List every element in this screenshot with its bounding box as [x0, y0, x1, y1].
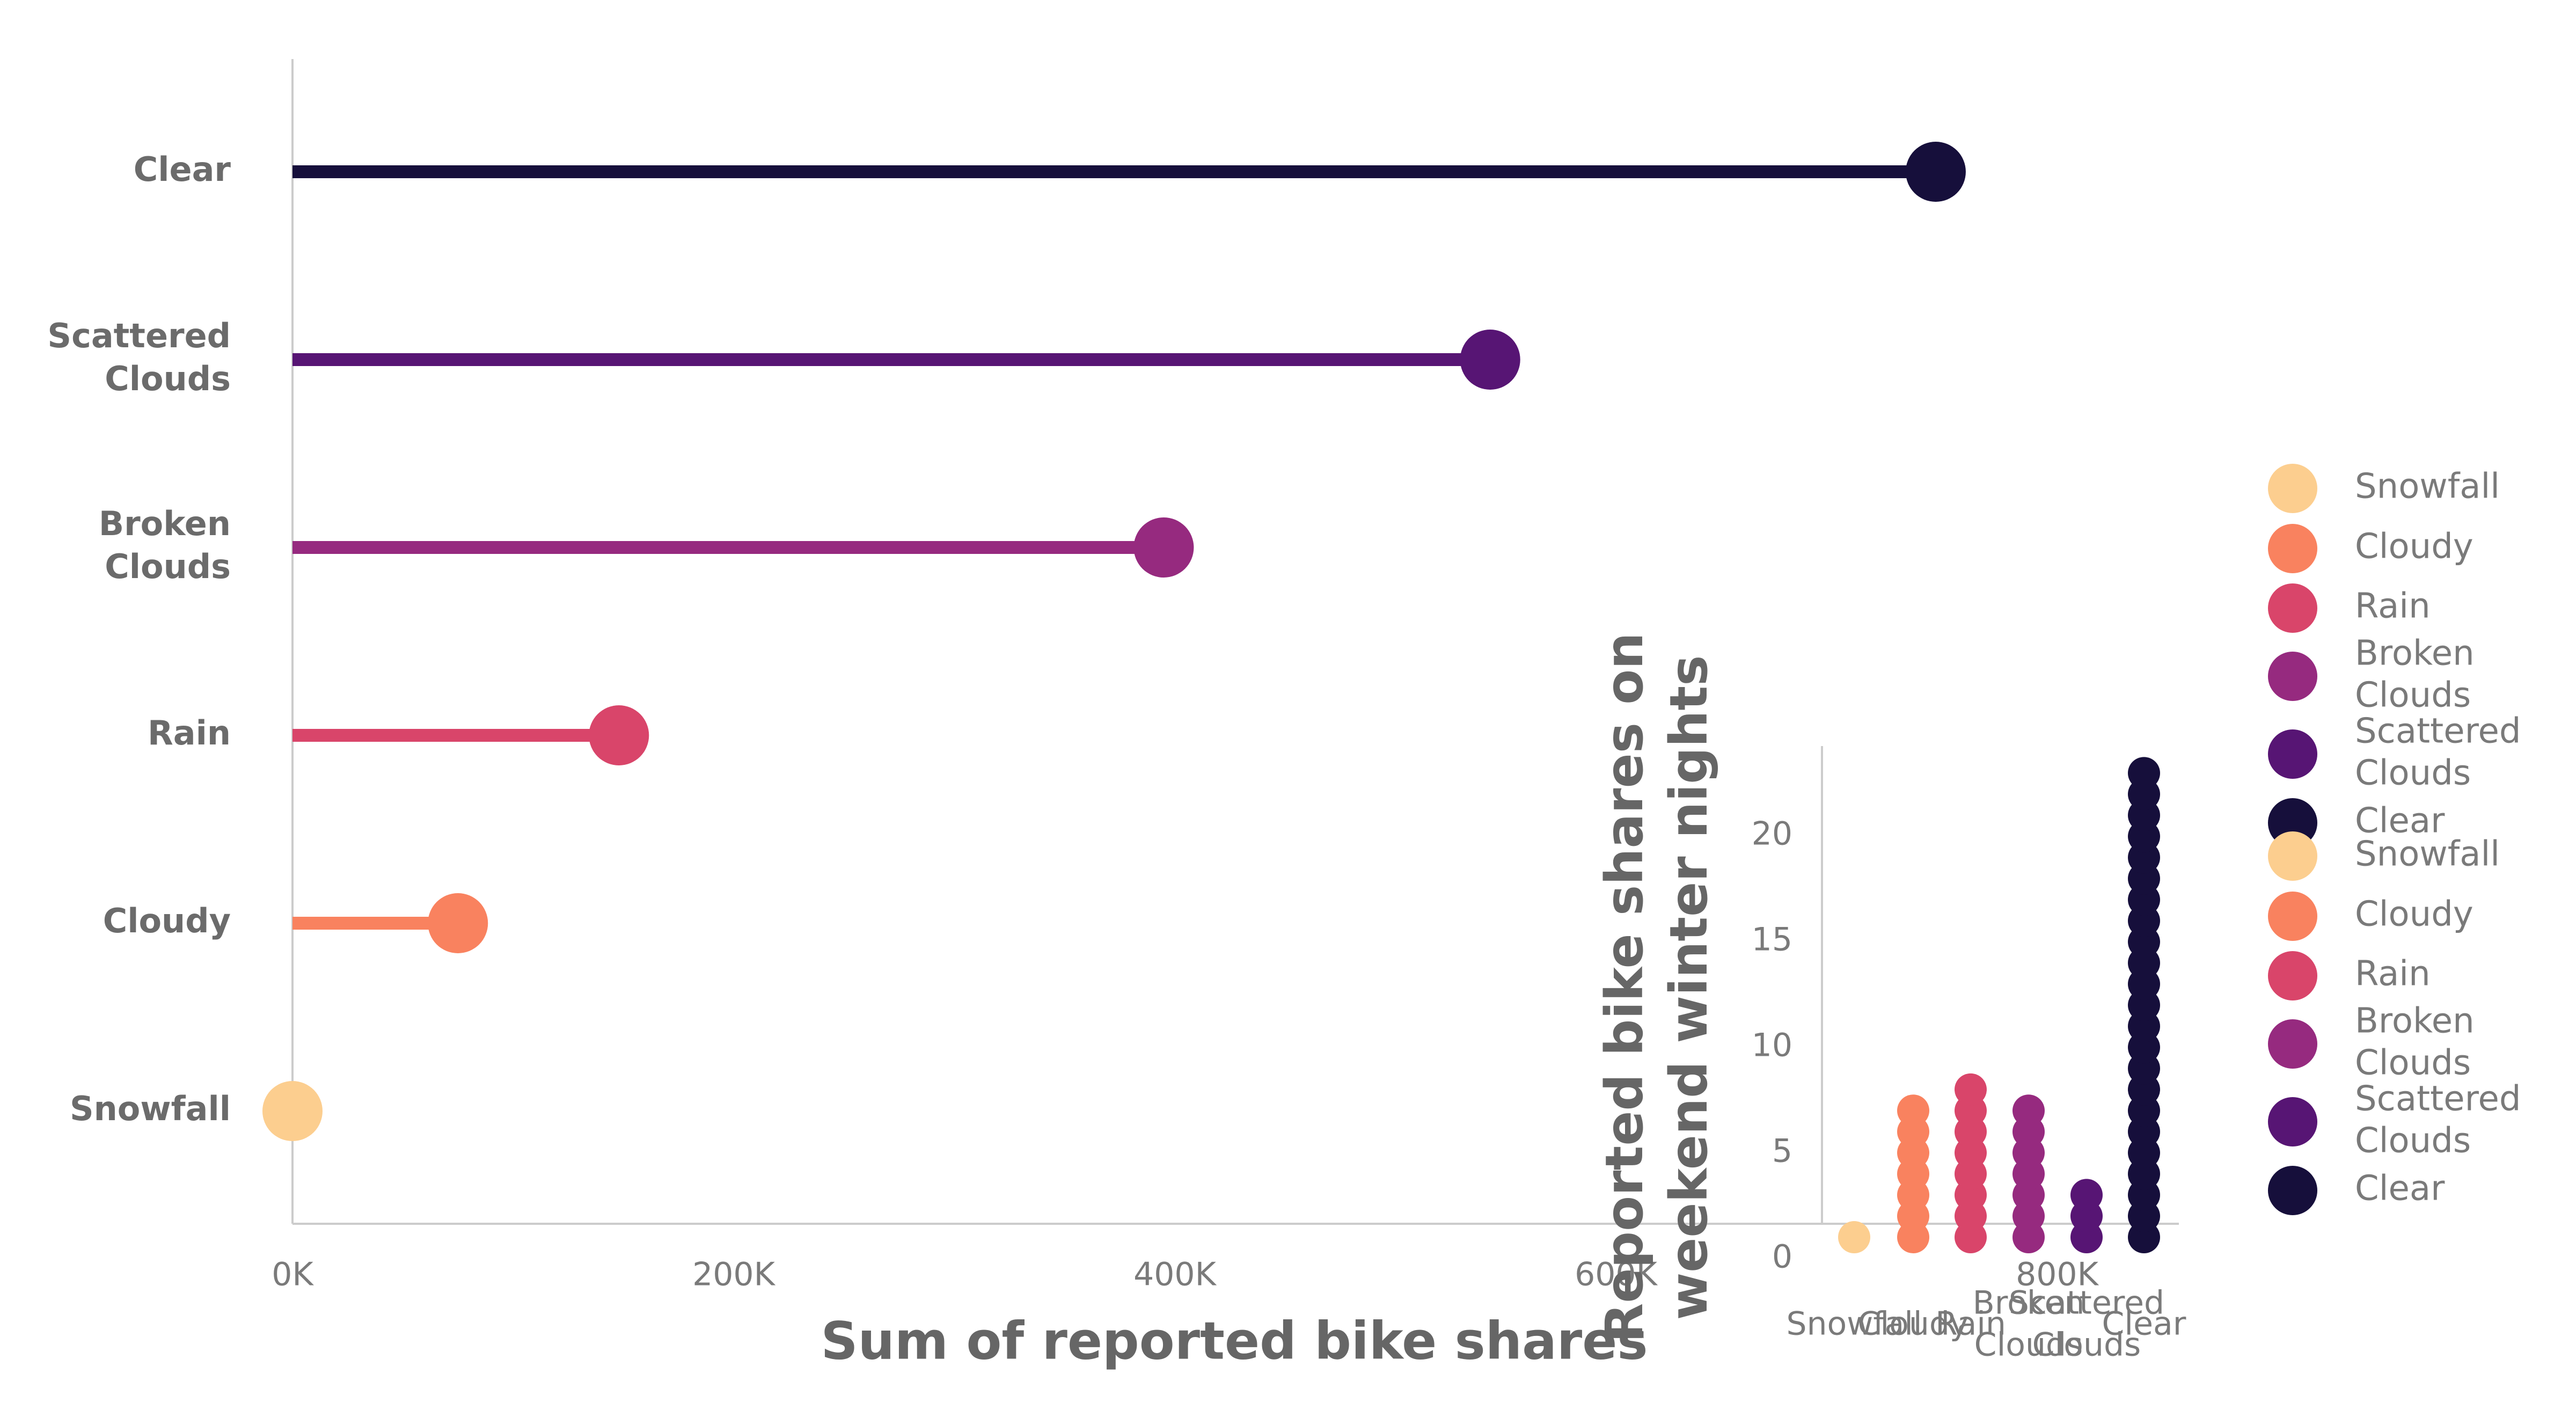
inset-x-tick-label: Cloudy: [1858, 1305, 1969, 1343]
legend-label: Rain: [2355, 587, 2431, 626]
x-tick-label: 200K: [692, 1256, 776, 1294]
inset-y-tick-label: 20: [1752, 815, 1792, 853]
category-label: Scattered Clouds: [47, 316, 231, 398]
category-label: Rain: [148, 713, 231, 753]
lollipop-point: [1905, 142, 1966, 202]
inset-y-tick-label: 15: [1752, 921, 1792, 959]
legend-label: Broken Clouds: [2355, 634, 2475, 715]
inset-dot: [2070, 1179, 2103, 1211]
x-tick-label: 800K: [2016, 1256, 2099, 1294]
legend-swatch: [2268, 1097, 2317, 1146]
lollipop-point: [1460, 330, 1520, 390]
legend-label: Scattered Clouds: [2355, 712, 2521, 793]
inset-y-tick-label: 0: [1772, 1238, 1792, 1276]
legend-swatch: [2268, 892, 2317, 941]
legend-swatch: [2268, 524, 2317, 573]
inset-x-tick-label: Rain: [1935, 1305, 2006, 1343]
lollipop-point: [428, 893, 488, 953]
legend-label: Cloudy: [2355, 527, 2473, 567]
legend-label: Clear: [2355, 801, 2445, 841]
category-label: Broken Clouds: [99, 504, 231, 586]
category-label: Snowfall: [70, 1089, 231, 1128]
inset-dot: [2128, 757, 2160, 790]
inset-dot: [1838, 1221, 1870, 1253]
legend-swatch: [2268, 583, 2317, 633]
inset-x-tick-label: Broken Clouds: [1973, 1284, 2085, 1364]
x-axis-title: Sum of reported bike shares: [821, 1311, 1648, 1371]
category-label: Cloudy: [103, 901, 231, 940]
category-label: Clear: [134, 150, 231, 189]
lollipop-point: [1133, 517, 1194, 578]
inset-dot: [1955, 1073, 1987, 1106]
inset-dot: [1897, 1094, 1929, 1127]
inset-x-tick-label: Clear: [2102, 1305, 2186, 1343]
legend-label: Scattered Clouds: [2355, 1079, 2521, 1161]
inset-y-tick-label: 10: [1752, 1027, 1792, 1064]
x-tick-label: 400K: [1133, 1256, 1217, 1294]
inset-x-tick-label: Scattered Clouds: [2009, 1284, 2164, 1364]
legend-swatch: [2268, 1019, 2317, 1069]
inset-y-tick-label: 5: [1772, 1133, 1792, 1170]
legend-label: Broken Clouds: [2355, 1002, 2475, 1083]
legend-swatch: [2268, 831, 2317, 881]
inset-y-axis-title: Reported bike shares onweekend winter ni…: [1594, 632, 1719, 1342]
lollipop-point: [262, 1081, 323, 1141]
legend-label: Rain: [2355, 954, 2431, 994]
legend-label: Snowfall: [2355, 835, 2500, 874]
lollipop-point: [589, 705, 649, 765]
x-tick-label: 600K: [1575, 1256, 1658, 1294]
legend-swatch: [2268, 729, 2317, 779]
legend-swatch: [2268, 1166, 2317, 1215]
inset-dot: [2012, 1094, 2045, 1127]
legend-swatch: [2268, 951, 2317, 1000]
legend-label: Snowfall: [2355, 467, 2500, 507]
legend-swatch: [2268, 464, 2317, 513]
legend-label: Clear: [2355, 1169, 2445, 1209]
legend-swatch: [2268, 652, 2317, 701]
inset-x-tick-label: Snowfall: [1786, 1305, 1922, 1343]
legend-label: Cloudy: [2355, 895, 2473, 934]
x-tick-label: 0K: [272, 1256, 314, 1294]
